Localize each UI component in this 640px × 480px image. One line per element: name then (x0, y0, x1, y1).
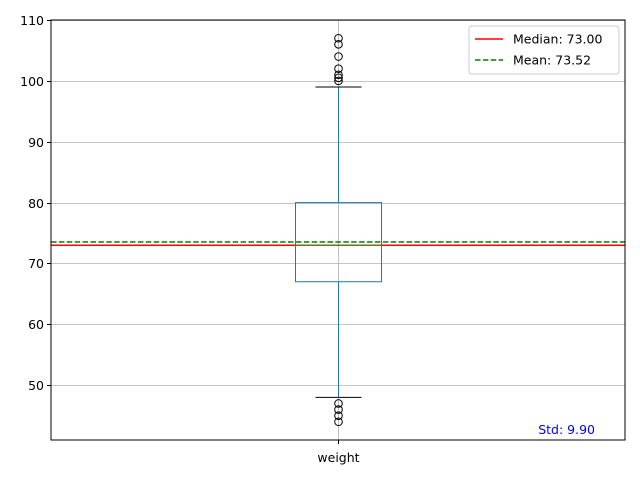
x-tick-label: weight (317, 450, 359, 465)
outlier-point (334, 411, 343, 420)
y-tick-label: 100 (20, 74, 44, 89)
outlier-point (334, 405, 343, 414)
legend-box (468, 25, 620, 75)
outlier-point (334, 70, 343, 80)
y-tick-label: 60 (28, 317, 44, 332)
y-tick-label: 90 (28, 135, 44, 150)
outlier-point (334, 64, 343, 73)
outlier-point (334, 40, 343, 49)
legend: Median: 73.00 Mean: 73.52 (468, 25, 620, 75)
outlier-point (334, 33, 343, 43)
legend-label: Mean: 73.52 (513, 53, 591, 68)
y-tick-label: 110 (20, 13, 44, 28)
outlier-point (334, 399, 343, 408)
outlier-point (334, 76, 343, 86)
outlier-point (334, 73, 343, 83)
iqr-box (295, 202, 382, 283)
legend-label: Median: 73.00 (513, 32, 602, 47)
outlier-point (334, 52, 343, 61)
std-annotation: Std: 9.90 (538, 422, 595, 437)
box-plot (295, 33, 382, 427)
y-tick-label: 80 (28, 196, 44, 211)
y-tick-label: 50 (28, 378, 44, 393)
y-tick-label: 70 (28, 256, 44, 271)
y-axis: 50 60 70 80 90 100 110 (20, 13, 51, 393)
outlier-point (334, 417, 343, 427)
x-axis: weight (317, 440, 360, 465)
